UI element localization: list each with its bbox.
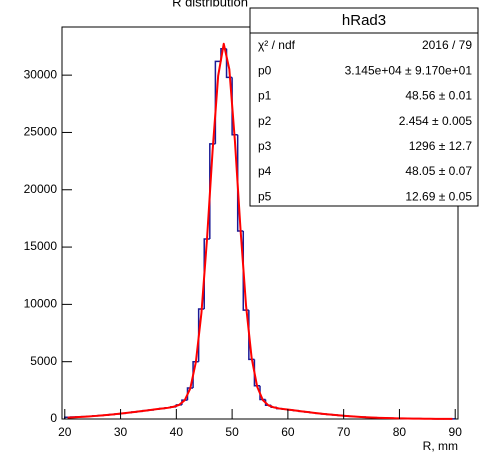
x-tick-label: 30: [114, 425, 128, 439]
stats-value: 12.69 ± 0.05: [405, 189, 472, 203]
stats-label: p0: [258, 63, 272, 77]
stats-value: 3.145e+04 ± 9.170e+01: [345, 63, 473, 77]
x-tick-label: 80: [393, 425, 407, 439]
stats-label: p4: [258, 164, 272, 178]
stats-value: 1296 ± 12.7: [409, 139, 473, 153]
y-tick-label: 0: [50, 411, 57, 425]
fit-curve: [67, 42, 453, 420]
y-tick-label: 25000: [24, 125, 58, 139]
stats-title: hRad3: [342, 12, 386, 29]
y-tick-label: 5000: [30, 354, 57, 368]
stats-label: χ² / ndf: [258, 38, 296, 52]
x-tick-label: 20: [58, 425, 72, 439]
stats-value: 2.454 ± 0.005: [399, 114, 473, 128]
x-tick-label: 50: [225, 425, 239, 439]
y-tick-label: 30000: [24, 67, 58, 81]
stats-label: p1: [258, 89, 272, 103]
x-tick-label: 40: [170, 425, 184, 439]
stats-value: 2016 / 79: [422, 38, 472, 52]
x-tick-label: 70: [337, 425, 351, 439]
stats-label: p2: [258, 114, 272, 128]
plot-area: [64, 42, 456, 420]
x-axis-label: R, mm: [423, 439, 458, 453]
stats-frame: [249, 7, 479, 207]
y-tick-label: 10000: [24, 297, 58, 311]
stats-value: 48.05 ± 0.07: [405, 164, 472, 178]
x-tick-label: 60: [281, 425, 295, 439]
stats-box: hRad3 χ² / ndf 2016 / 79 p0 3.145e+04 ± 9.1…: [249, 7, 479, 207]
stats-value: 48.56 ± 0.01: [405, 89, 472, 103]
y-tick-label: 20000: [24, 182, 58, 196]
chart-title: R distribution: [172, 0, 248, 9]
stats-label: p3: [258, 139, 272, 153]
stats-label: p5: [258, 189, 272, 203]
y-tick-label: 15000: [24, 239, 58, 253]
x-tick-label: 90: [449, 425, 463, 439]
